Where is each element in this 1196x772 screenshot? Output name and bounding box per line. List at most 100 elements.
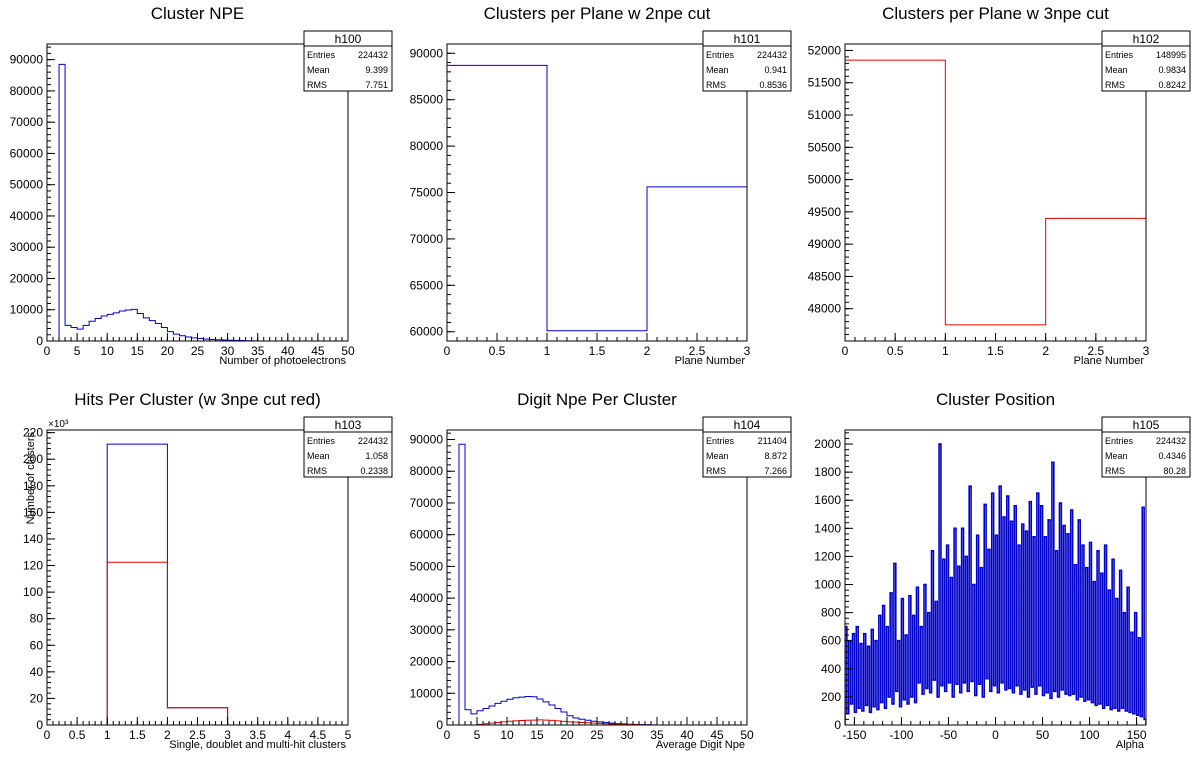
x-axis-label: Number of photoelectrons <box>219 355 346 367</box>
stats-box-name: h103 <box>335 418 362 432</box>
y-tick-label: 85000 <box>410 93 444 107</box>
x-tick-label: 15 <box>530 728 544 742</box>
y-tick-label: 400 <box>821 662 841 676</box>
x-tick-label: 0 <box>44 344 51 358</box>
y-tick-label: 90000 <box>410 433 444 447</box>
stats-key-mean: Mean <box>1105 451 1128 461</box>
y-tick-label: 180 <box>23 479 43 493</box>
y-tick-label: 70000 <box>410 496 444 510</box>
y-tick-label: 600 <box>821 634 841 648</box>
x-tick-label: 40 <box>281 344 295 358</box>
stats-box: h102 Entries 148995 Mean 0.9834 RMS 0.8242 <box>1101 30 1191 92</box>
x-tick-label: 35 <box>650 728 664 742</box>
stats-key-mean: Mean <box>1105 65 1128 75</box>
stats-box-frame <box>702 30 792 92</box>
x-tick-label: 0 <box>842 344 849 358</box>
y-tick-label: 80000 <box>410 139 444 153</box>
x-tick-label: 0 <box>444 728 451 742</box>
stats-value-mean: 8.872 <box>764 451 787 461</box>
y-tick-label: 220 <box>23 426 43 440</box>
chart-title: Cluster Position <box>936 390 1055 409</box>
x-tick-label: 10 <box>101 344 115 358</box>
stats-box-frame <box>303 30 393 92</box>
stats-value-entries: 211404 <box>758 436 787 446</box>
x-tick-label: 25 <box>191 344 205 358</box>
x-tick-label: 0.5 <box>489 344 506 358</box>
y-tick-label: 20000 <box>10 271 44 285</box>
histogram-series-0 <box>47 63 348 341</box>
x-tick-label: 1.5 <box>589 344 606 358</box>
stats-value-rms: 80.28 <box>1163 466 1186 476</box>
histogram-panel-h102: Clusters per Plane w 3npe cut 0 0.5 1 1.5 2 2.… <box>808 4 1191 367</box>
stats-key-rms: RMS <box>307 466 327 476</box>
x-tick-label: 2.5 <box>189 728 206 742</box>
stats-value-entries: 224432 <box>1156 436 1186 446</box>
x-tick-label: 0 <box>44 728 51 742</box>
x-tick-label: 50 <box>341 344 355 358</box>
stats-value-entries: 224432 <box>358 436 388 446</box>
y-tick-label: 1000 <box>814 578 841 592</box>
stats-value-rms: 7.751 <box>365 80 388 90</box>
y-tick-label: 60 <box>30 638 44 652</box>
stats-box-name: h101 <box>734 32 761 46</box>
x-tick-label: 0 <box>444 344 451 358</box>
stats-box: h101 Entries 224432 Mean 0.941 RMS 0.8536 <box>702 30 792 92</box>
x-tick-label: 30 <box>620 728 634 742</box>
plot-frame <box>446 429 748 726</box>
y-tick-label: 140 <box>23 532 43 546</box>
plot-frame <box>46 43 349 342</box>
y-tick-label: 49000 <box>808 237 842 251</box>
x-tick-label: 2 <box>1042 344 1049 358</box>
y-tick-label: 50500 <box>808 140 842 154</box>
y-tick-label: 60000 <box>410 528 444 542</box>
histogram-series-0 <box>447 64 747 341</box>
stats-box-frame <box>303 416 393 478</box>
y-tick-label: 200 <box>23 452 43 466</box>
stats-value-mean: 9.399 <box>365 65 388 75</box>
y-tick-label: 60000 <box>10 146 44 160</box>
histogram-panel-h100: Cluster NPE 0 5 10 15 20 25 30 35 40 45 50 0 10000 200… <box>10 4 393 367</box>
plot-frame <box>844 43 1147 342</box>
x-tick-label: 3 <box>744 344 751 358</box>
y-tick-label: 80 <box>30 612 44 626</box>
stats-value-rms: 0.8242 <box>1158 80 1186 90</box>
x-tick-label: 2.5 <box>1087 344 1104 358</box>
y-tick-label: 10000 <box>410 686 444 700</box>
histogram-series-0 <box>845 59 1146 341</box>
y-tick-label: 100 <box>23 585 43 599</box>
y-tick-label: 50000 <box>808 173 842 187</box>
x-tick-label: 5 <box>345 728 352 742</box>
stats-box-name: h105 <box>1133 418 1160 432</box>
y-tick-label: 0 <box>36 718 43 732</box>
stats-value-rms: 0.2338 <box>360 466 388 476</box>
stats-box-name: h102 <box>1133 32 1160 46</box>
y-tick-label: 2000 <box>814 437 841 451</box>
histogram-series-0 <box>47 443 348 725</box>
stats-key-entries: Entries <box>1105 436 1134 446</box>
histogram-series-1 <box>47 561 348 725</box>
x-tick-label: 1.5 <box>987 344 1004 358</box>
x-tick-label: 40 <box>680 728 694 742</box>
y-tick-label: 48000 <box>808 302 842 316</box>
y-tick-label: 30000 <box>410 623 444 637</box>
x-tick-label: 2.5 <box>689 344 706 358</box>
x-axis-label: Plane Number <box>675 355 746 367</box>
y-tick-label: 40 <box>30 665 44 679</box>
plot-frame <box>46 429 349 726</box>
stats-value-entries: 224432 <box>358 50 388 60</box>
stats-box-name: h104 <box>734 418 761 432</box>
x-tick-label: 2 <box>644 344 651 358</box>
y-tick-label: 60000 <box>410 325 444 339</box>
x-tick-label: 30 <box>221 344 235 358</box>
stats-key-mean: Mean <box>307 65 330 75</box>
x-tick-label: -150 <box>842 728 866 742</box>
x-tick-label: 2 <box>164 728 171 742</box>
stats-value-entries: 148995 <box>1156 50 1186 60</box>
y-tick-label: 30000 <box>10 240 44 254</box>
x-tick-label: 0 <box>992 728 999 742</box>
x-tick-label: 45 <box>311 344 325 358</box>
x-axis-label: Single, doublet and multi-hit clusters <box>169 739 346 751</box>
y-tick-label: 80000 <box>410 464 444 478</box>
x-tick-label: 1 <box>942 344 949 358</box>
stats-key-rms: RMS <box>1105 466 1125 476</box>
